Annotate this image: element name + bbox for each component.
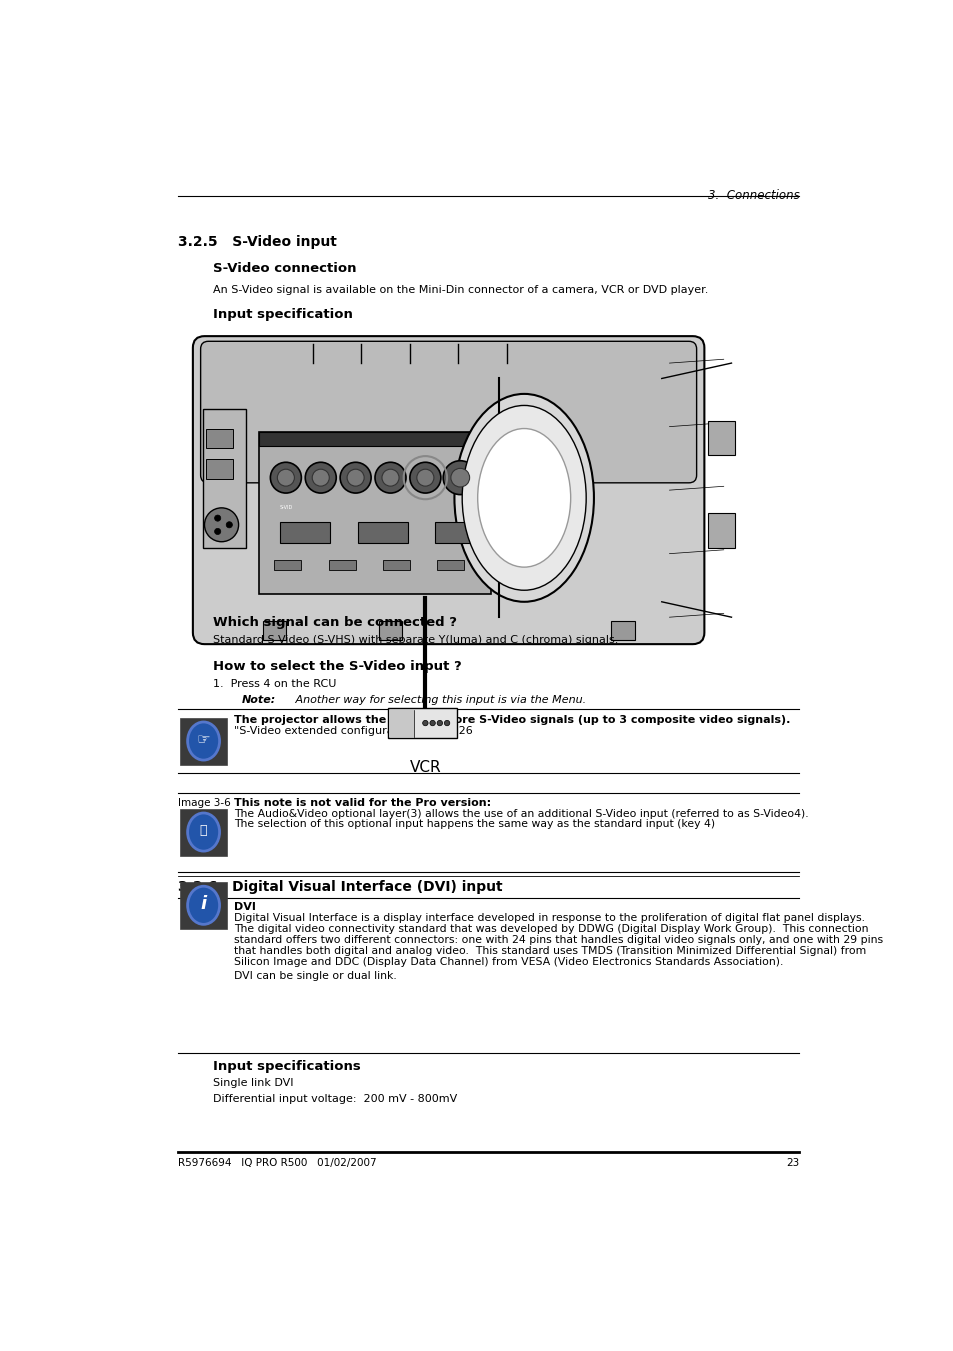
Text: ☞: ☞ bbox=[196, 732, 211, 747]
Text: DVI: DVI bbox=[233, 902, 255, 912]
Text: Which signal can be connected ?: Which signal can be connected ? bbox=[213, 616, 456, 628]
Text: 23: 23 bbox=[785, 1158, 799, 1167]
FancyBboxPatch shape bbox=[357, 521, 407, 543]
Bar bbox=[203, 409, 245, 549]
Text: 3.2.5   S-Video input: 3.2.5 S-Video input bbox=[178, 235, 337, 249]
Text: i: i bbox=[200, 894, 207, 913]
Circle shape bbox=[416, 469, 434, 486]
Bar bbox=[436, 559, 464, 570]
Text: VCR: VCR bbox=[409, 759, 440, 774]
Text: R5976694   IQ PRO R500   01/02/2007: R5976694 IQ PRO R500 01/02/2007 bbox=[178, 1158, 376, 1167]
Text: Single link DVI: Single link DVI bbox=[213, 1078, 294, 1088]
Circle shape bbox=[347, 469, 364, 486]
Bar bbox=[328, 559, 355, 570]
Text: The selection of this optional input happens the same way as the standard input : The selection of this optional input hap… bbox=[233, 820, 715, 830]
Bar bbox=[206, 428, 233, 447]
Circle shape bbox=[277, 469, 294, 486]
Bar bbox=[258, 432, 491, 446]
Text: How to select the S-Video input ?: How to select the S-Video input ? bbox=[213, 661, 461, 673]
Circle shape bbox=[451, 469, 469, 486]
Circle shape bbox=[214, 528, 220, 535]
Circle shape bbox=[226, 521, 233, 528]
Bar bbox=[262, 621, 286, 640]
FancyBboxPatch shape bbox=[387, 708, 456, 738]
FancyBboxPatch shape bbox=[180, 808, 227, 855]
Circle shape bbox=[312, 469, 329, 486]
Ellipse shape bbox=[188, 813, 219, 851]
Text: "S-Video extended configuration", page 26: "S-Video extended configuration", page 2… bbox=[233, 727, 473, 736]
Circle shape bbox=[305, 462, 335, 493]
Text: Note:: Note: bbox=[242, 694, 276, 705]
Circle shape bbox=[375, 462, 406, 493]
Ellipse shape bbox=[477, 428, 570, 567]
Text: This note is not valid for the Pro version:: This note is not valid for the Pro versi… bbox=[233, 798, 491, 808]
Text: 📄: 📄 bbox=[199, 824, 207, 838]
Text: S-VID: S-VID bbox=[279, 505, 293, 509]
FancyBboxPatch shape bbox=[180, 882, 227, 928]
Text: Digital Visual Interface is a display interface developed in response to the pro: Digital Visual Interface is a display in… bbox=[233, 913, 864, 923]
Bar bbox=[378, 621, 402, 640]
Bar bbox=[611, 621, 634, 640]
Bar bbox=[389, 709, 414, 736]
Circle shape bbox=[381, 469, 398, 486]
Text: S-Video connection: S-Video connection bbox=[213, 262, 356, 276]
Text: The projector allows the input of more S-Video signals (up to 3 composite video : The projector allows the input of more S… bbox=[233, 716, 790, 725]
Bar bbox=[206, 459, 233, 478]
Bar bbox=[258, 432, 491, 594]
Bar bbox=[707, 513, 735, 549]
Text: The digital video connectivity standard that was developed by DDWG (Digital Disp: The digital video connectivity standard … bbox=[233, 924, 868, 934]
Ellipse shape bbox=[188, 721, 219, 761]
Text: standard offers two different connectors: one with 24 pins that handles digital : standard offers two different connectors… bbox=[233, 935, 882, 944]
Circle shape bbox=[430, 720, 435, 725]
Circle shape bbox=[270, 462, 301, 493]
Text: Input specification: Input specification bbox=[213, 308, 353, 320]
Text: DVI can be single or dual link.: DVI can be single or dual link. bbox=[233, 971, 396, 981]
Text: Another way for selecting this input is via the Menu.: Another way for selecting this input is … bbox=[284, 694, 585, 705]
Bar bbox=[707, 422, 735, 455]
Text: Standard S-Video (S-VHS) with separate Y(luma) and C (chroma) signals.: Standard S-Video (S-VHS) with separate Y… bbox=[213, 635, 618, 646]
Circle shape bbox=[422, 720, 428, 725]
Text: Input specifications: Input specifications bbox=[213, 1061, 360, 1073]
Bar bbox=[274, 559, 301, 570]
FancyBboxPatch shape bbox=[435, 521, 484, 543]
Ellipse shape bbox=[461, 405, 585, 590]
Circle shape bbox=[340, 462, 371, 493]
Text: that handles both digital and analog video.  This standard uses TMDS (Transition: that handles both digital and analog vid… bbox=[233, 946, 865, 957]
FancyBboxPatch shape bbox=[180, 717, 227, 765]
Text: 1.  Press 4 on the RCU: 1. Press 4 on the RCU bbox=[213, 680, 336, 689]
FancyBboxPatch shape bbox=[280, 521, 330, 543]
Text: The Audio&Video optional layer(3) allows the use of an additional S-Video input : The Audio&Video optional layer(3) allows… bbox=[233, 809, 808, 819]
Text: Image 3-6: Image 3-6 bbox=[178, 798, 231, 808]
Text: 3.2.6   Digital Visual Interface (DVI) input: 3.2.6 Digital Visual Interface (DVI) inp… bbox=[178, 880, 502, 894]
Ellipse shape bbox=[188, 886, 219, 924]
Circle shape bbox=[214, 515, 220, 521]
Circle shape bbox=[410, 462, 440, 493]
Circle shape bbox=[436, 720, 442, 725]
Circle shape bbox=[444, 720, 449, 725]
Text: 3.  Connections: 3. Connections bbox=[707, 189, 799, 203]
Text: Silicon Image and DDC (Display Data Channel) from VESA (Video Electronics Standa: Silicon Image and DDC (Display Data Chan… bbox=[233, 958, 782, 967]
Text: Differential input voltage:  200 mV - 800mV: Differential input voltage: 200 mV - 800… bbox=[213, 1094, 457, 1104]
FancyBboxPatch shape bbox=[200, 342, 696, 482]
Text: An S-Video signal is available on the Mini-Din connector of a camera, VCR or DVD: An S-Video signal is available on the Mi… bbox=[213, 285, 708, 295]
Bar bbox=[382, 559, 410, 570]
Ellipse shape bbox=[454, 394, 594, 601]
FancyBboxPatch shape bbox=[193, 336, 703, 644]
Circle shape bbox=[443, 461, 476, 494]
Circle shape bbox=[204, 508, 238, 542]
